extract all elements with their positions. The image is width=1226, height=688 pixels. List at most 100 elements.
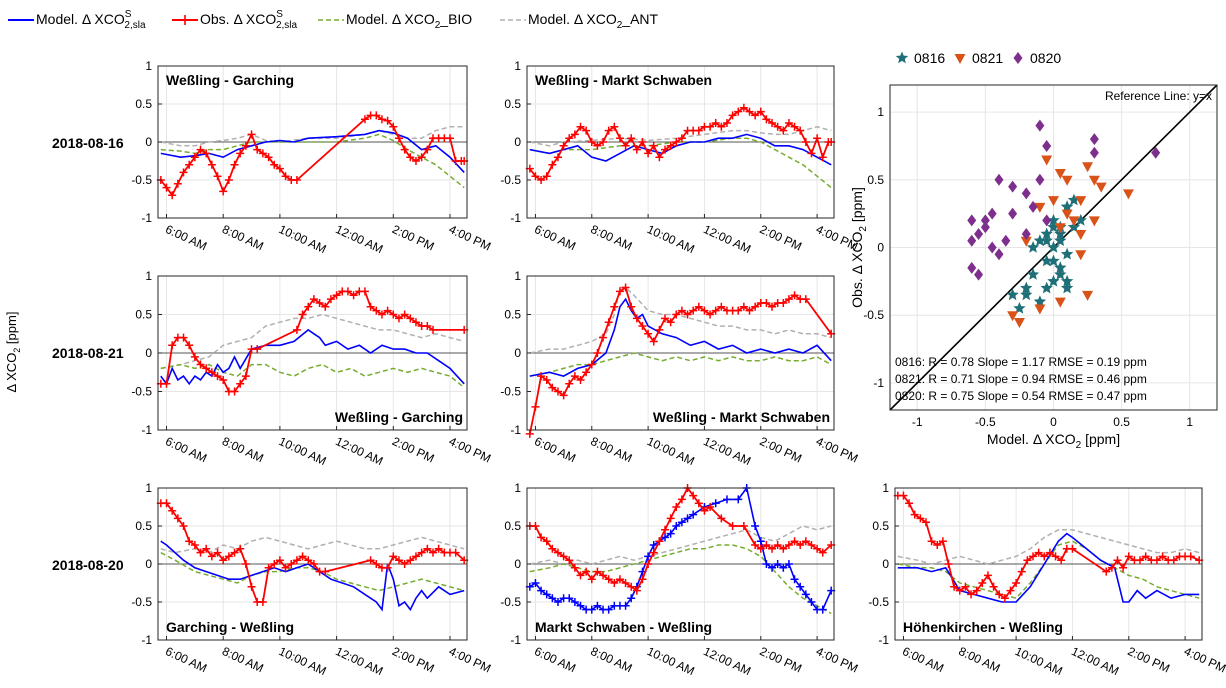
scatter-point-0820	[987, 241, 997, 254]
obs-marker	[423, 145, 432, 154]
scatter-ylabel: Obs. Δ XCO2 [ppm]	[849, 187, 869, 308]
obs-marker	[587, 575, 596, 584]
obs-marker	[190, 352, 199, 361]
scatter-point-0816	[1060, 200, 1074, 213]
obs-marker	[264, 563, 273, 572]
obs-marker	[179, 333, 188, 342]
panel-0: -1 -0.5 0 0.5 1 6:00 AM 8:00 AM 10:00 AM 12:00 A…	[131, 59, 493, 256]
obs-marker	[1136, 556, 1145, 565]
obs-marker	[745, 306, 754, 315]
panel-title: Weßling - Markt Schwaben	[653, 409, 830, 425]
scatter-x-tick: -0.5	[975, 415, 996, 429]
obs-marker	[944, 560, 953, 568]
obs-marker	[717, 514, 726, 523]
obs-marker	[236, 379, 245, 388]
obs-marker	[213, 172, 222, 181]
x-tick-label: 4:00 PM	[447, 222, 493, 254]
obs-marker	[219, 375, 228, 384]
scatter-point-0816	[1047, 213, 1060, 226]
series-bio-line	[529, 137, 832, 189]
obs-marker	[236, 544, 245, 553]
obs-marker	[694, 302, 703, 311]
obs-marker	[700, 306, 709, 315]
shared-ylabel: Δ XCO2 [ppm]	[4, 312, 22, 393]
obs-marker	[281, 563, 290, 572]
obs-marker	[983, 571, 992, 580]
y-tick-label: 1	[514, 481, 521, 495]
obs-marker	[389, 552, 398, 561]
model-marker	[666, 529, 675, 538]
scatter-stat-2: 0820: R = 0.75 Slope = 0.54 RMSE = 0.47 …	[895, 389, 1147, 403]
panel-title: Weßling - Markt Schwaben	[535, 72, 712, 88]
scatter-point-0816	[1040, 234, 1053, 246]
obs-marker	[168, 506, 177, 515]
scatter-point-0816	[1054, 227, 1067, 240]
obs-marker	[768, 119, 777, 127]
legend-sup-obs: S	[276, 9, 283, 20]
obs-marker	[807, 149, 816, 158]
model-marker	[570, 598, 579, 606]
model-marker	[784, 560, 793, 568]
obs-marker	[989, 582, 998, 591]
model-marker	[818, 605, 827, 614]
obs-marker	[190, 153, 199, 162]
panel-title: Garching - Weßling	[166, 619, 294, 635]
obs-marker	[428, 548, 437, 557]
obs-marker	[621, 141, 630, 150]
scatter-x-tick: -1	[912, 415, 923, 429]
x-tick-label: 12:00 AM	[701, 434, 753, 468]
obs-marker	[615, 575, 624, 584]
obs-marker	[565, 379, 574, 388]
obs-marker	[801, 537, 810, 546]
scatter-point-0820	[1028, 200, 1038, 213]
y-tick-label: -1	[141, 633, 152, 647]
scatter-y-tick: 0	[877, 241, 884, 255]
scatter-point-0816	[1047, 254, 1060, 267]
shared-ylabel-unit: [ppm]	[4, 312, 19, 348]
y-tick-label: 1	[145, 59, 152, 73]
obs-marker	[219, 187, 228, 196]
x-tick-label: 2:00 PM	[390, 434, 436, 466]
scatter-point-0821	[1054, 297, 1066, 308]
scatter-point-0816	[1013, 301, 1026, 314]
obs-marker	[230, 387, 239, 396]
obs-marker	[406, 556, 415, 565]
obs-marker	[537, 372, 546, 381]
scatter-x-tick: 0	[1050, 415, 1057, 429]
obs-marker	[1051, 552, 1060, 561]
scatter-point-0821	[1041, 155, 1053, 166]
obs-marker	[632, 586, 641, 595]
series-bio-line	[529, 352, 832, 377]
obs-marker	[621, 283, 630, 292]
obs-marker	[394, 556, 403, 565]
scatter-point-0821	[1075, 250, 1087, 261]
obs-marker	[559, 552, 568, 561]
scatter-point-0820	[1089, 146, 1099, 159]
obs-marker	[304, 302, 313, 311]
obs-marker	[542, 172, 551, 181]
series-ant-line	[529, 126, 832, 147]
obs-marker	[910, 510, 919, 519]
obs-marker	[779, 126, 788, 135]
series-ant-line	[897, 529, 1200, 565]
scatter-point-0821	[1048, 196, 1059, 207]
obs-marker	[168, 191, 177, 200]
model-marker	[627, 594, 636, 603]
scatter-point-0816	[1020, 288, 1033, 301]
y-tick-label: 1	[514, 59, 521, 73]
obs-marker	[423, 544, 432, 553]
scatter-point-0816	[1054, 268, 1067, 280]
x-tick-label: 4:00 PM	[1182, 644, 1226, 676]
obs-marker	[768, 544, 777, 553]
model-marker	[779, 563, 788, 572]
x-tick-label: 4:00 PM	[814, 644, 860, 676]
scatter-point-0816	[1067, 220, 1081, 233]
obs-marker	[548, 160, 557, 169]
obs-marker	[666, 141, 675, 150]
obs-marker	[275, 164, 284, 173]
scatter-point-0820	[1151, 146, 1161, 159]
model-marker	[565, 594, 574, 603]
scatter-point-0821	[1034, 304, 1046, 315]
